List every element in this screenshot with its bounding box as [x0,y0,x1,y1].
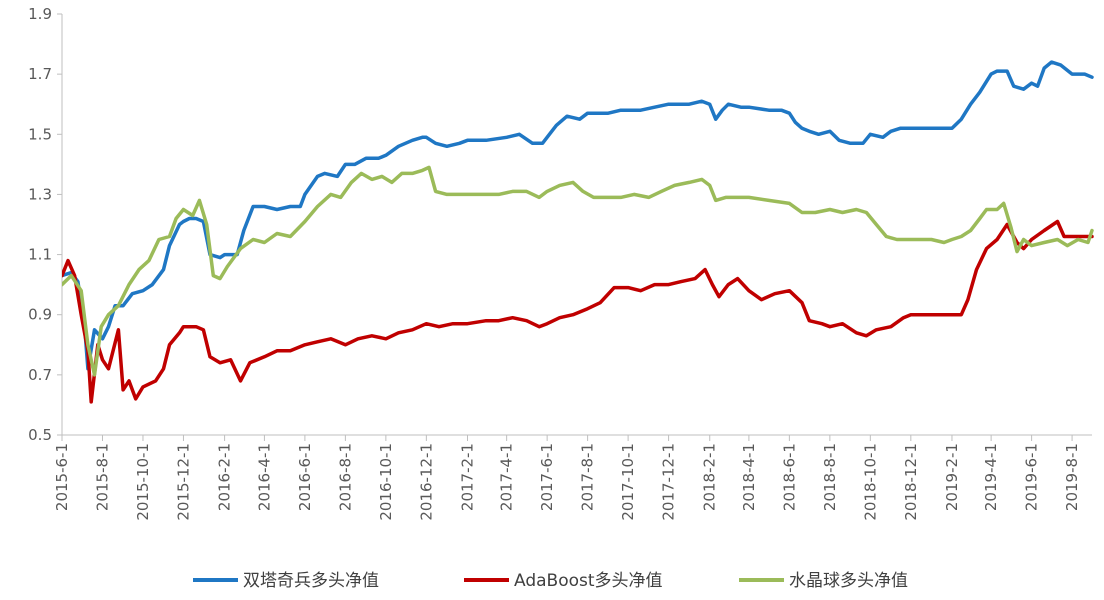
x-tick-label: 2015-8-1 [93,443,111,511]
legend-label-0: 双塔奇兵多头净值 [243,571,379,591]
series-line-0 [62,60,1094,371]
series-line-2 [62,165,1094,377]
x-tick-label: 2017-8-1 [579,443,597,511]
x-tick-label: 2018-10-1 [861,443,879,521]
x-tick-label: 2017-6-1 [538,443,556,511]
x-tick-label: 2015-10-1 [134,443,152,521]
x-tick-label: 2016-6-1 [296,443,314,511]
x-tick-label: 2019-2-1 [943,443,961,511]
legend-label-2: 水晶球多头净值 [789,571,908,591]
x-tick-label: 2018-6-1 [780,443,798,511]
x-tick-label: 2016-2-1 [216,443,234,511]
y-tick-label: 1.7 [28,65,52,83]
series-line-1 [62,219,1094,404]
x-tick-label: 2018-2-1 [701,443,719,511]
x-tick-label: 2017-10-1 [619,443,637,521]
x-tick-label: 2018-12-1 [902,443,920,521]
y-tick-label: 1.5 [28,125,52,143]
x-tick-label: 2019-8-1 [1063,443,1081,511]
y-tick-label: 0.7 [28,366,52,384]
legend-label-1: AdaBoost多头净值 [514,571,663,591]
x-tick-label: 2017-12-1 [660,443,678,521]
y-tick-label: 0.9 [28,306,52,324]
x-tick-label: 2019-6-1 [1023,443,1041,511]
y-tick-label: 1.3 [28,185,52,203]
x-tick-label: 2017-4-1 [498,443,516,511]
y-tick-label: 1.1 [28,246,52,264]
x-tick-label: 2016-10-1 [377,443,395,521]
x-tick-label: 2017-2-1 [458,443,476,511]
x-tick-label: 2018-8-1 [821,443,839,511]
x-tick-label: 2015-6-1 [53,443,71,511]
x-tick-label: 2019-4-1 [982,443,1000,511]
x-tick-label: 2018-4-1 [740,443,758,511]
x-tick-label: 2016-8-1 [336,443,354,511]
x-tick-label: 2016-4-1 [255,443,273,511]
y-tick-label: 1.9 [28,5,52,23]
y-tick-label: 0.5 [28,426,52,444]
x-tick-label: 2016-12-1 [417,443,435,521]
x-tick-label: 2015-12-1 [174,443,192,521]
